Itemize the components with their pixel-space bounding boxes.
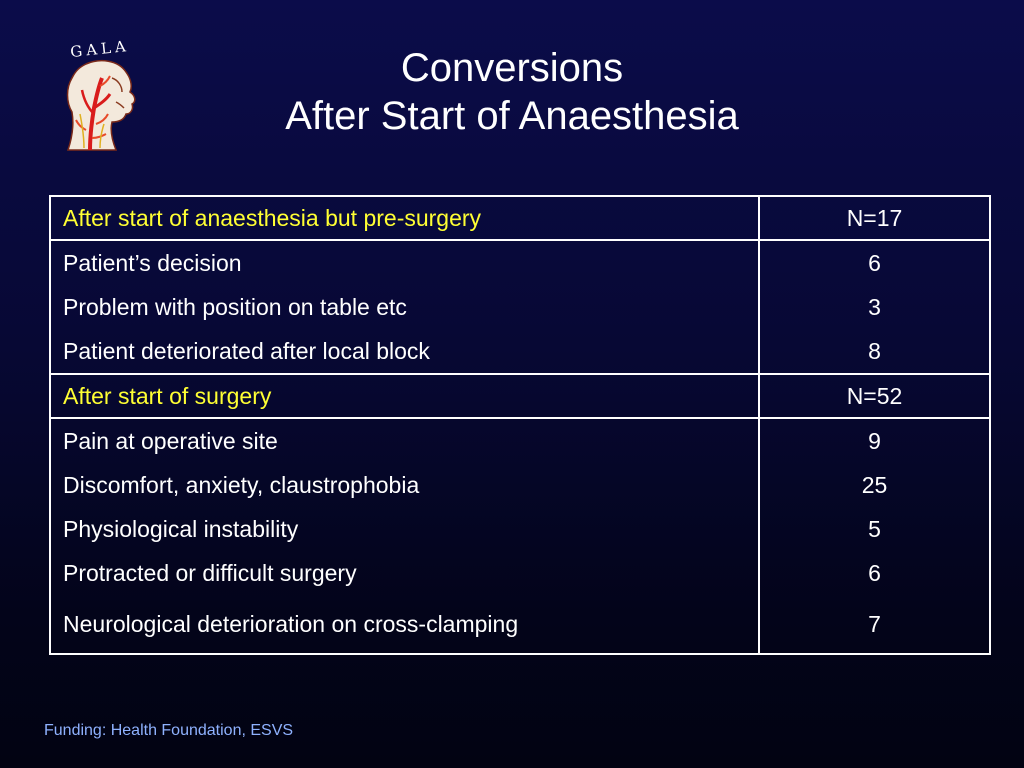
table-row-label: Problem with position on table etc: [63, 294, 407, 320]
table-row-label: Pain at operative site: [63, 428, 278, 454]
table-row-value: 25: [861, 472, 888, 498]
section-header-row: After start of surgery N=52: [49, 373, 991, 419]
conversions-table: After start of anaesthesia but pre-surge…: [49, 195, 991, 655]
slide-title: Conversions After Start of Anaesthesia: [140, 44, 884, 140]
table-row-label: Physiological instability: [63, 516, 299, 542]
table-row-label: Discomfort, anxiety, claustrophobia: [63, 472, 420, 498]
row-values-cell: 9 25 5 6 7: [758, 417, 991, 655]
table-row-value: 7: [868, 611, 881, 637]
table-row-value: 6: [868, 560, 881, 586]
table-row-label: Patient’s decision: [63, 250, 242, 276]
table-row-value: 9: [868, 428, 881, 454]
section-rows-group: Pain at operative site Discomfort, anxie…: [49, 417, 991, 655]
table-row-value: 5: [868, 516, 881, 542]
section-header-label: After start of anaesthesia but pre-surge…: [49, 195, 760, 241]
table-row-value: 8: [868, 338, 881, 364]
table-row-label: Neurological deterioration on cross-clam…: [63, 611, 519, 637]
row-labels-cell: Patient’s decision Problem with position…: [49, 239, 760, 375]
table-row-label: Protracted or difficult surgery: [63, 560, 357, 586]
table-row-label: Patient deteriorated after local block: [63, 338, 430, 364]
table-row-value: 6: [868, 250, 881, 276]
section-header-total: N=52: [758, 373, 991, 419]
section-rows-group: Patient’s decision Problem with position…: [49, 239, 991, 375]
row-values-cell: 6 3 8: [758, 239, 991, 375]
title-line-2: After Start of Anaesthesia: [285, 94, 739, 138]
gala-logo: GALA: [56, 37, 142, 152]
title-line-1: Conversions: [400, 46, 624, 90]
section-header-row: After start of anaesthesia but pre-surge…: [49, 195, 991, 241]
anatomical-head-neck-icon: [66, 59, 136, 151]
funding-footer: Funding: Health Foundation, ESVS: [44, 722, 294, 739]
section-header-total: N=17: [758, 195, 991, 241]
section-header-label: After start of surgery: [49, 373, 760, 419]
table-row-value: 3: [868, 294, 881, 320]
row-labels-cell: Pain at operative site Discomfort, anxie…: [49, 417, 760, 655]
